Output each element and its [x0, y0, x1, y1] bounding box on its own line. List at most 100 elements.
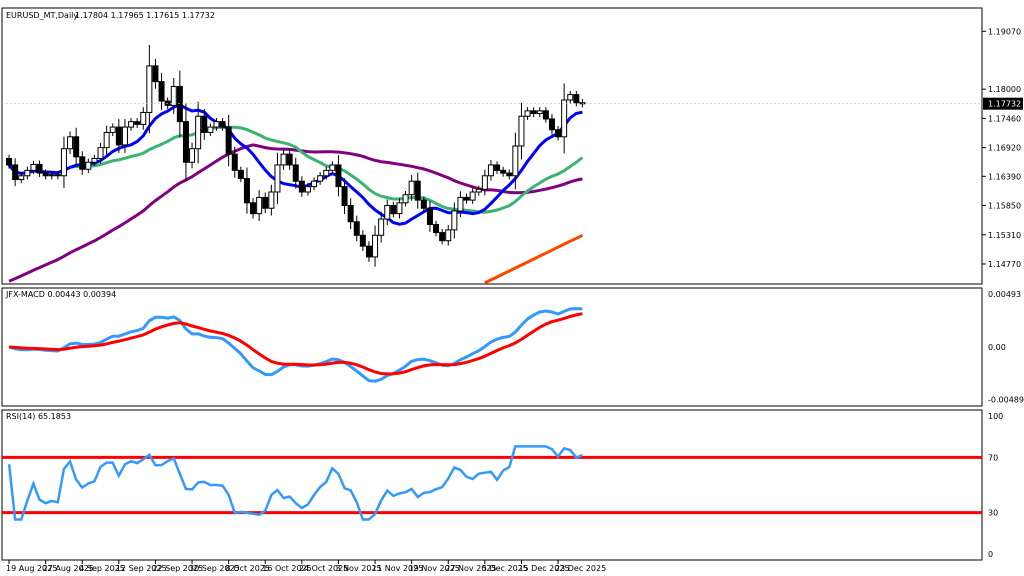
candle-body	[189, 148, 196, 163]
candle-body	[91, 157, 98, 163]
x-tick-label: 3 Nov 2025	[335, 564, 381, 573]
candle-body	[195, 115, 202, 150]
current-price-box	[983, 97, 1023, 110]
candle-body	[54, 174, 61, 177]
candle-body	[30, 163, 37, 171]
candle-body	[426, 207, 433, 225]
candle-body	[85, 161, 92, 170]
x-tick-label: 12 Sep 2025	[116, 564, 167, 573]
candle-body	[115, 126, 122, 146]
candle-body	[487, 164, 494, 177]
candle-body	[384, 205, 391, 220]
candle-body	[60, 148, 67, 177]
candle-body	[555, 129, 562, 138]
candle-body	[445, 229, 452, 242]
candle-body	[451, 210, 458, 231]
candle-body	[128, 121, 135, 128]
candle-body	[390, 205, 397, 215]
candle-body	[329, 164, 336, 171]
candle-body	[18, 175, 25, 181]
candle-body	[353, 221, 360, 236]
candle-body	[469, 191, 476, 201]
candle-body	[146, 65, 153, 113]
price-tick-label: 1.19070	[988, 27, 1021, 36]
candle-body	[225, 126, 232, 155]
candle-body	[286, 153, 293, 166]
ma-orange-line	[484, 233, 584, 285]
candle-body	[494, 164, 501, 171]
x-tick-label: 30 Sep 2025	[189, 564, 240, 573]
candle-body	[481, 175, 488, 190]
ma-green-line	[7, 125, 584, 214]
candle-body	[475, 188, 482, 193]
candle-body	[262, 196, 269, 209]
candle-body	[439, 232, 446, 242]
candle-body	[231, 153, 238, 171]
candle-body	[365, 245, 372, 258]
candle-body	[6, 157, 13, 166]
candle-body	[73, 136, 80, 158]
candle-body	[97, 147, 104, 159]
macd-signal-line	[9, 312, 583, 376]
candle-body	[420, 199, 427, 209]
candle-body	[396, 202, 403, 215]
candle-body	[335, 164, 342, 188]
candle-body	[372, 234, 379, 258]
main-pane	[1, 7, 983, 285]
rsi-tick-label: 70	[988, 453, 998, 462]
candle-body	[518, 115, 525, 147]
candle-body	[536, 110, 543, 115]
candle-body	[201, 115, 208, 133]
candle-body	[103, 131, 110, 149]
candle-body	[548, 118, 555, 131]
candle-body	[542, 110, 549, 120]
x-tick-label: 8 Oct 2025	[226, 564, 270, 573]
candle-body	[213, 121, 220, 128]
candle-body	[317, 175, 324, 182]
candle-body	[414, 180, 421, 201]
candle-body	[158, 81, 165, 102]
macd-tick-label: 0.00493	[988, 290, 1021, 299]
rsi-line	[7, 445, 583, 521]
candle-body	[182, 121, 189, 163]
candle-body	[134, 121, 141, 125]
current-price-label: 1.17732	[988, 100, 1021, 109]
candle-body	[512, 145, 519, 177]
x-tick-label: 27 Aug 2025	[43, 564, 94, 573]
x-tick-label: 23 Dec 2025	[555, 564, 606, 573]
x-tick-label: 4 Sep 2025	[79, 564, 125, 573]
rsi-tick-label: 100	[988, 412, 1003, 421]
macd-tick-label: -0.00489	[988, 395, 1024, 404]
candle-body	[237, 169, 244, 179]
x-tick-label: 24 Oct 2025	[299, 564, 348, 573]
candle-body	[250, 202, 257, 215]
candle-body	[170, 85, 177, 106]
x-tick-label: 27 Nov 2025	[445, 564, 496, 573]
candle-body	[280, 153, 287, 166]
macd-title: JFX-MACD 0.00443 0.00394	[5, 290, 116, 299]
candle-body	[140, 111, 147, 125]
price-tick-label: 1.18000	[988, 85, 1021, 94]
candle-body	[524, 110, 531, 117]
candle-body	[67, 136, 74, 150]
candle-body	[341, 186, 348, 207]
candle-body	[347, 205, 354, 223]
candle-body	[567, 94, 574, 101]
candle-body	[219, 121, 226, 128]
candle-body	[36, 163, 43, 174]
candle-body	[164, 100, 171, 106]
x-tick-label: 15 Dec 2025	[518, 564, 569, 573]
price-tick-label: 1.16390	[988, 172, 1021, 181]
candle-body	[463, 196, 470, 201]
candle-body	[176, 85, 183, 123]
candle-body	[42, 172, 49, 177]
x-tick-label: 16 Oct 2025	[262, 564, 311, 573]
candle-body	[433, 223, 440, 234]
rsi-title: RSI(14) 65.1853	[6, 412, 71, 421]
x-tick-label: 19 Aug 2025	[6, 564, 57, 573]
price-tick-label: 1.17460	[988, 114, 1021, 123]
candle-body	[12, 164, 19, 181]
candle-body	[109, 126, 116, 133]
macd-pane	[1, 287, 983, 407]
